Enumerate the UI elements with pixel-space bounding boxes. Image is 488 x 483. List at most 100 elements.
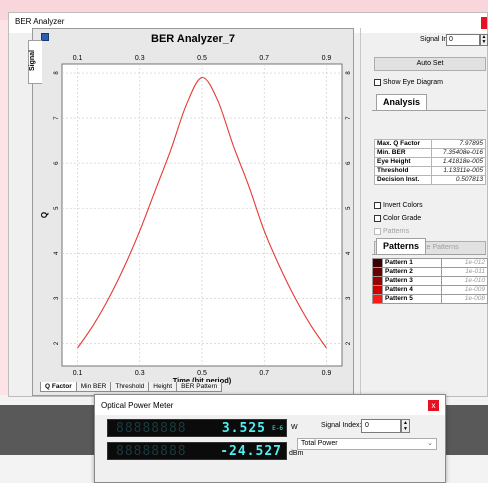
analysis-divider — [372, 110, 486, 111]
panel-splitter[interactable] — [360, 28, 361, 396]
pattern-value: 1e-010 — [441, 276, 488, 286]
watts-ghost-digits: 88888888 — [116, 421, 187, 436]
pattern-color-swatch[interactable] — [372, 285, 383, 295]
y-tick-label: 6 — [54, 161, 60, 165]
chart-title: BER Analyzer_7 — [151, 33, 235, 45]
dbm-value: -24.527 — [220, 444, 282, 459]
tab-patterns[interactable]: Patterns — [376, 238, 427, 254]
analysis-row: Threshold 1.13311e-005 — [373, 166, 486, 176]
chart-tabs: Q Factor Min BER Threshold Height BER Patter… — [40, 382, 223, 394]
y-tick-label-right: 6 — [346, 161, 352, 165]
signal-index-spinner[interactable]: ▲ ▼ — [480, 34, 488, 46]
y-tick-label-right: 3 — [346, 296, 352, 300]
analysis-row: Min. BER 7.35408e-016 — [373, 148, 486, 158]
invert-colors-box[interactable] — [374, 202, 381, 209]
analysis-value: 1.41818e-005 — [431, 157, 486, 167]
pattern-row[interactable]: Pattern 1 1e-012 — [372, 258, 488, 268]
x-axis-label: Time (bit period) — [173, 376, 232, 385]
color-grade-box[interactable] — [374, 215, 381, 222]
pattern-row[interactable]: Pattern 2 1e-011 — [372, 267, 488, 277]
y-tick-label: 8 — [54, 71, 60, 75]
plot-area — [61, 63, 343, 367]
chart-tab-ber-pattern[interactable]: BER Pattern — [176, 382, 223, 392]
analysis-value: 7.97895 — [431, 139, 486, 149]
y-tick-label: 7 — [54, 116, 60, 120]
analysis-key: Threshold — [373, 166, 433, 176]
y-tick-label-right: 7 — [346, 116, 352, 120]
patterns-divider — [372, 254, 486, 255]
tab-signal[interactable]: Signal — [28, 40, 42, 84]
chart-tab-q-factor[interactable]: Q Factor — [40, 382, 77, 392]
analysis-value: 7.35408e-016 — [431, 148, 486, 158]
invert-colors-checkbox[interactable]: Invert Colors — [374, 202, 423, 209]
pattern-name: Pattern 3 — [381, 276, 443, 286]
opm-title: Optical Power Meter — [101, 401, 174, 410]
opm-signal-index-spinner[interactable]: ▲ ▼ — [401, 419, 410, 433]
close-button[interactable] — [481, 17, 487, 29]
x-tick-label: 0.7 — [259, 370, 269, 377]
opm-close-button[interactable]: x — [428, 400, 439, 411]
color-grade-label: Color Grade — [383, 215, 422, 222]
show-eye-diagram-checkbox[interactable]: Show Eye Diagram — [374, 79, 443, 86]
pattern-row[interactable]: Pattern 3 1e-010 — [372, 276, 488, 286]
y-tick-label-right: 8 — [346, 71, 352, 75]
analysis-row: Decision Inst. 0.507813 — [373, 175, 486, 185]
chevron-down-icon: ⌄ — [427, 440, 433, 447]
pattern-color-swatch[interactable] — [372, 267, 383, 277]
pattern-color-swatch[interactable] — [372, 276, 383, 286]
q-factor-line — [77, 76, 327, 349]
pattern-name: Pattern 1 — [381, 258, 443, 268]
patterns-box[interactable] — [374, 228, 381, 235]
pattern-name: Pattern 2 — [381, 267, 443, 277]
invert-colors-label: Invert Colors — [383, 202, 423, 209]
x-tick-label-top: 0.9 — [322, 55, 332, 62]
y-tick-label-right: 5 — [346, 206, 352, 210]
chart-tab-min-ber[interactable]: Min BER — [75, 382, 112, 392]
show-eye-diagram-box[interactable] — [374, 79, 381, 86]
x-tick-label: 0.9 — [322, 370, 332, 377]
x-tick-label: 0.5 — [197, 370, 207, 377]
pattern-value: 1e-012 — [441, 258, 488, 268]
pattern-name: Pattern 5 — [381, 294, 443, 304]
y-tick-label: 5 — [54, 206, 60, 210]
pattern-value: 1e-009 — [441, 285, 488, 295]
patterns-checkbox[interactable]: Patterns — [374, 228, 409, 235]
watts-display: 88888888 3.525 E-6 — [107, 419, 287, 437]
pattern-row[interactable]: Pattern 5 1e-008 — [372, 294, 488, 304]
tab-analysis[interactable]: Analysis — [376, 94, 428, 110]
x-tick-label-top: 0.1 — [73, 55, 83, 62]
watts-exponent: E-6 — [272, 425, 283, 432]
signal-index-input[interactable]: 0 — [446, 34, 480, 46]
signal-index-label: Signal Index: — [420, 36, 461, 43]
opm-title-bar[interactable]: Optical Power Meter x — [95, 395, 445, 415]
pattern-color-swatch[interactable] — [372, 294, 383, 304]
pattern-color-swatch[interactable] — [372, 258, 383, 268]
optical-power-meter-window: Optical Power Meter x 88888888 3.525 E-6… — [94, 394, 446, 483]
y-tick-label: 2 — [54, 341, 60, 345]
analysis-row: Max. Q Factor 7.97895 — [373, 139, 486, 149]
chart-tab-threshold[interactable]: Threshold — [110, 382, 150, 392]
x-tick-label: 0.1 — [73, 370, 83, 377]
pattern-row[interactable]: Pattern 4 1e-009 — [372, 285, 488, 295]
analysis-key: Max. Q Factor — [373, 139, 433, 149]
analysis-key: Min. BER — [373, 148, 433, 158]
analysis-value: 0.507813 — [431, 175, 486, 185]
dbm-display: 88888888 -24.527 — [107, 442, 287, 460]
pattern-value: 1e-008 — [441, 294, 488, 304]
auto-set-button[interactable]: Auto Set — [374, 57, 486, 71]
dbm-unit: dBm — [289, 450, 304, 457]
chart-tab-height[interactable]: Height — [148, 382, 178, 392]
background-dark-left — [0, 405, 100, 455]
color-grade-checkbox[interactable]: Color Grade — [374, 215, 421, 222]
opm-signal-index-input[interactable]: 0 — [361, 419, 401, 433]
pattern-name: Pattern 4 — [381, 285, 443, 295]
watts-unit: W — [291, 424, 298, 431]
power-mode-value: Total Power — [301, 440, 338, 447]
analysis-key: Decision Inst. — [373, 175, 433, 185]
x-tick-label-top: 0.5 — [197, 55, 207, 62]
power-mode-select[interactable]: Total Power ⌄ — [297, 438, 437, 450]
show-eye-diagram-label: Show Eye Diagram — [383, 79, 443, 86]
y-tick-label: 3 — [54, 296, 60, 300]
